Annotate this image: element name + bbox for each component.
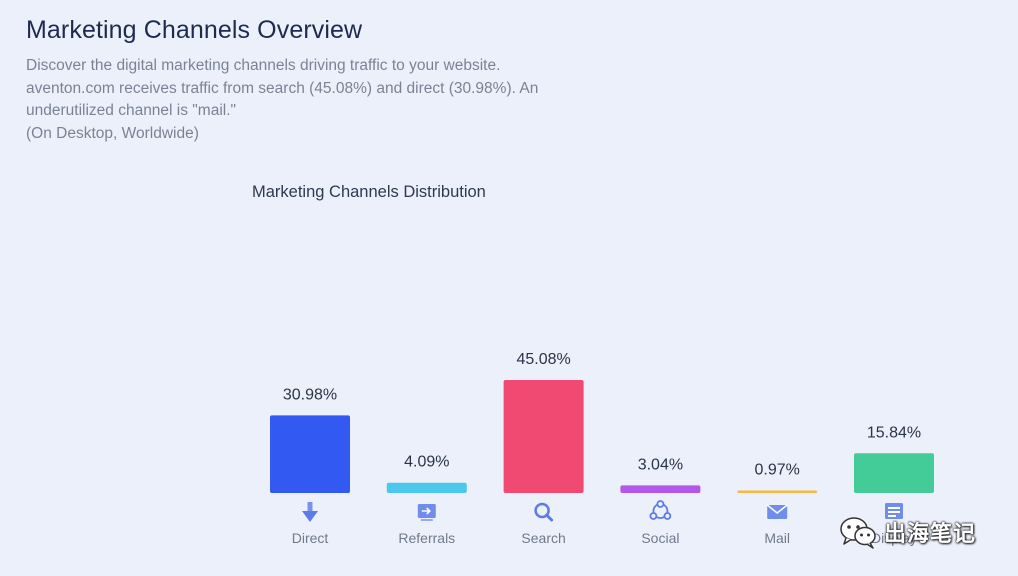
description-line: aventon.com receives traffic from search… — [26, 79, 539, 97]
bar-value-label: 30.98% — [283, 386, 337, 403]
category-label: Social — [641, 530, 679, 546]
chart-title: Marketing Channels Distribution — [252, 183, 486, 201]
bar-value-label: 45.08% — [516, 351, 570, 368]
bar-group-direct[interactable]: 30.98% Direct — [270, 386, 350, 546]
bar-value-label: 15.84% — [867, 424, 921, 441]
description-line: underutilized channel is "mail." — [26, 102, 237, 119]
search-icon — [534, 502, 554, 522]
bar-value-label: 4.09% — [404, 454, 449, 471]
display-icon — [885, 503, 903, 519]
page-title: Marketing Channels Overview — [26, 16, 363, 44]
bar-group-referrals[interactable]: 4.09% Referrals — [386, 454, 467, 546]
category-label: Display — [871, 530, 917, 546]
wechat-icon — [840, 517, 876, 549]
direct-arrow-icon — [302, 502, 318, 522]
bar-group-social[interactable]: 3.04% Social — [620, 456, 701, 546]
bar-search[interactable] — [503, 380, 584, 493]
bar-display[interactable] — [854, 453, 934, 493]
bar-mail[interactable] — [737, 490, 818, 494]
description-line: (On Desktop, Worldwide) — [26, 124, 199, 142]
bar-group-search[interactable]: 45.08% Search — [503, 351, 584, 546]
description-line: Discover the digital marketing channels … — [26, 57, 501, 74]
category-label: Search — [521, 530, 565, 546]
page-description: Discover the digital marketing channels … — [26, 55, 606, 145]
watermark-text: 出海笔记 — [884, 522, 977, 547]
category-label: Mail — [764, 530, 790, 546]
bar-social[interactable] — [620, 485, 701, 493]
category-label: Referrals — [398, 530, 455, 546]
referrals-icon — [417, 504, 436, 521]
bar-value-label: 3.04% — [638, 456, 683, 473]
category-label: Direct — [292, 530, 329, 546]
watermark: 出海笔记 — [838, 512, 976, 552]
bar-group-display[interactable]: 15.84% Display — [854, 424, 934, 546]
bar-value-label: 0.97% — [755, 462, 800, 479]
bar-direct[interactable] — [270, 415, 350, 493]
social-icon — [649, 500, 672, 520]
mail-icon — [766, 504, 788, 519]
bar-group-mail[interactable]: 0.97% Mail — [737, 462, 818, 547]
bar-referrals[interactable] — [386, 482, 467, 493]
